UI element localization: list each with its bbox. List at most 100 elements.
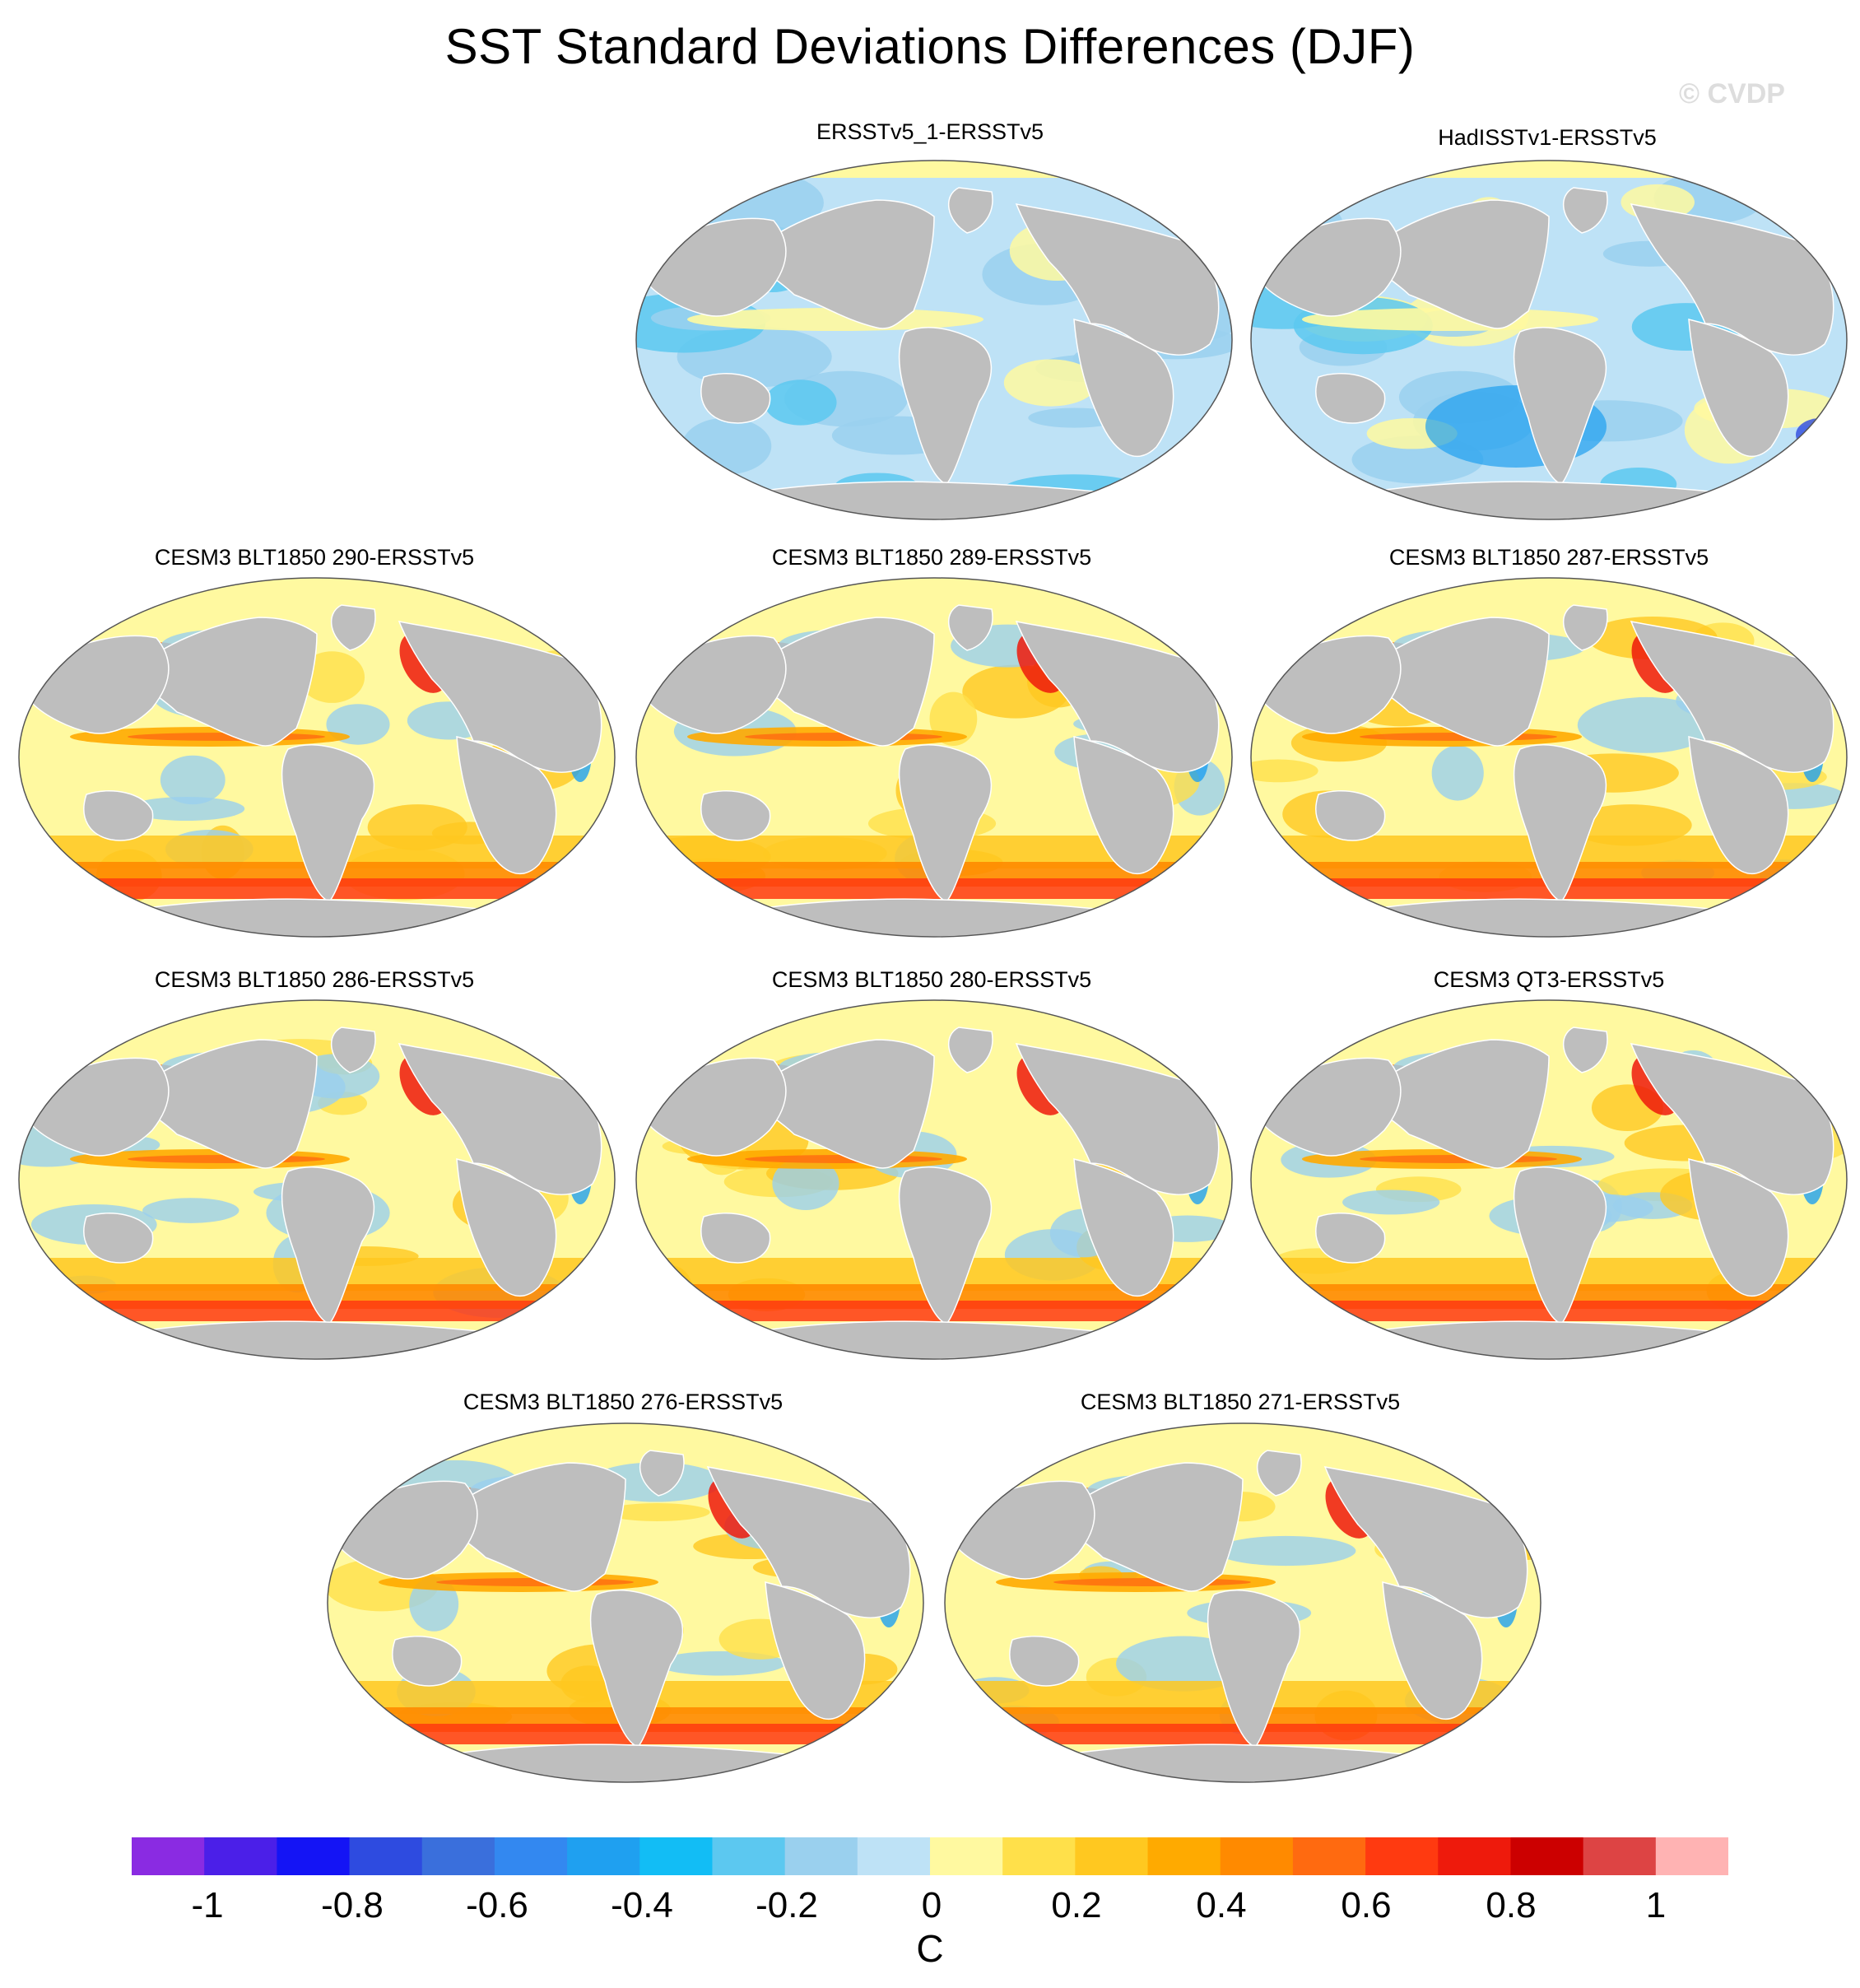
- land-mass: [1562, 187, 1608, 234]
- land-mass: [1009, 1636, 1080, 1687]
- colorbar-swatch: [1583, 1837, 1657, 1875]
- map-panel-blt1850-290: [18, 577, 616, 938]
- anomaly-blob: [299, 651, 365, 703]
- land-mass: [1562, 604, 1608, 651]
- anomaly-blob: [1342, 1190, 1440, 1215]
- anomaly-blob: [160, 755, 226, 805]
- anomaly-blob: [1431, 745, 1484, 801]
- land-mass: [1630, 203, 1834, 356]
- map-outline: [327, 1422, 924, 1783]
- anomaly-blob: [1251, 759, 1318, 783]
- panel-title-blt1850-286: CESM3 BLT1850 286-ERSSTv5: [154, 967, 475, 992]
- land-mass: [1315, 790, 1386, 841]
- colorbar-swatch: [712, 1837, 786, 1875]
- map-outline: [1250, 577, 1848, 938]
- land-mass: [330, 1027, 376, 1073]
- colorbar-swatch: [1002, 1837, 1076, 1875]
- colorbar-swatch: [857, 1837, 931, 1875]
- anomaly-blob: [772, 1157, 839, 1211]
- colorbar-tick: -0.2: [756, 1885, 818, 1925]
- land-mass: [281, 744, 375, 902]
- land-mass: [706, 1465, 911, 1618]
- map-panel-blt1850-289: [635, 577, 1233, 938]
- land-mass: [1015, 620, 1220, 773]
- cvdp-watermark: © CVDP: [1679, 78, 1785, 109]
- panel-title-blt1850-271: CESM3 BLT1850 271-ERSSTv5: [1080, 1390, 1401, 1414]
- map-outline: [635, 577, 1233, 938]
- colorbar-swatch: [1438, 1837, 1511, 1875]
- colorbar-swatch: [1075, 1837, 1149, 1875]
- land-mass: [83, 790, 154, 841]
- land-mass: [947, 187, 993, 234]
- land-mass: [639, 1450, 685, 1497]
- land-mass: [392, 1636, 463, 1687]
- map-outline: [635, 160, 1233, 520]
- colorbar-swatch: [567, 1837, 640, 1875]
- map-panel-qt3: [1250, 999, 1848, 1360]
- land-mass: [398, 620, 602, 773]
- land-mass: [1073, 319, 1174, 457]
- colorbar-units: C: [916, 1927, 944, 1970]
- colorbar-tick: 0.4: [1196, 1885, 1247, 1925]
- panel-title-blt1850-280: CESM3 BLT1850 280-ERSSTv5: [771, 967, 1092, 992]
- arctic-band: [1251, 1000, 1847, 1017]
- arctic-band: [19, 578, 615, 595]
- colorbar-swatch: [1147, 1837, 1221, 1875]
- panel-title-hadisst: HadISSTv1-ERSSTv5: [1438, 125, 1657, 150]
- land-mass: [700, 790, 771, 841]
- land-mass: [456, 1158, 557, 1297]
- anomaly-blob: [764, 379, 837, 426]
- panel-title-blt1850-276: CESM3 BLT1850 276-ERSSTv5: [463, 1390, 784, 1414]
- arctic-band: [19, 1000, 615, 1017]
- colorbar-tick: 0.8: [1486, 1885, 1537, 1925]
- colorbar-swatch: [930, 1837, 1003, 1875]
- figure-title: SST Standard Deviations Differences (DJF…: [444, 19, 1416, 74]
- colorbar: [132, 1837, 1728, 1875]
- map-panel-blt1850-280: [635, 999, 1233, 1360]
- colorbar-swatch: [204, 1837, 277, 1875]
- colorbar-tick: 0.6: [1341, 1885, 1392, 1925]
- map-outline: [18, 999, 616, 1360]
- map-panel-ersstv5-1: [635, 160, 1233, 520]
- colorbar-swatch: [494, 1837, 568, 1875]
- land-mass: [1073, 736, 1174, 874]
- land-mass: [1323, 1465, 1528, 1618]
- land-mass: [700, 373, 771, 424]
- colorbar-tick: -0.4: [611, 1885, 673, 1925]
- panel-title-qt3: CESM3 QT3-ERSSTv5: [1433, 967, 1665, 992]
- map-outline: [944, 1422, 1541, 1783]
- anomaly-blob: [142, 1198, 239, 1223]
- land-mass: [1630, 1042, 1834, 1195]
- land-mass: [700, 1213, 771, 1264]
- land-mass: [947, 1027, 993, 1073]
- panel-title-blt1850-289: CESM3 BLT1850 289-ERSSTv5: [771, 545, 1092, 570]
- anomaly-blob: [128, 796, 245, 822]
- land-mass: [947, 604, 993, 651]
- map-panel-blt1850-271: [944, 1422, 1541, 1783]
- map-panel-hadisst: [1250, 160, 1848, 520]
- colorbar-swatch: [1292, 1837, 1366, 1875]
- land-mass: [898, 1166, 993, 1325]
- land-mass: [1015, 203, 1220, 356]
- land-mass: [1513, 1166, 1607, 1325]
- map-outline: [1250, 160, 1848, 520]
- land-mass: [1513, 744, 1607, 902]
- colorbar-tick: 0: [921, 1885, 942, 1925]
- panel-title-ersstv5-1: ERSSTv5_1-ERSSTv5: [816, 119, 1044, 144]
- colorbar-tick: -0.6: [466, 1885, 528, 1925]
- colorbar-swatch: [277, 1837, 351, 1875]
- colorbar-tick: -0.8: [321, 1885, 384, 1925]
- land-mass: [1207, 1590, 1301, 1748]
- arctic-band: [1251, 578, 1847, 595]
- arctic-band: [945, 1423, 1541, 1441]
- anomaly-blob: [1747, 472, 1834, 510]
- colorbar-swatch: [349, 1837, 423, 1875]
- map-outline: [18, 577, 616, 938]
- anomaly-blob: [1568, 804, 1692, 846]
- colorbar-tick: 1: [1645, 1885, 1667, 1925]
- land-mass: [765, 1581, 866, 1720]
- arctic-band: [1251, 161, 1847, 178]
- map-panel-blt1850-287: [1250, 577, 1848, 938]
- anomaly-blob: [681, 417, 772, 475]
- panel-title-blt1850-290: CESM3 BLT1850 290-ERSSTv5: [154, 545, 475, 570]
